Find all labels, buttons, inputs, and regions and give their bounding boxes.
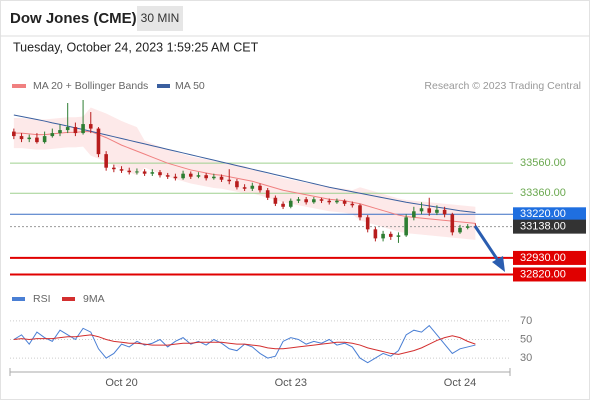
candle-body (296, 199, 301, 201)
candle-body (281, 203, 285, 207)
candle-body (358, 205, 362, 218)
candle-body (350, 203, 355, 206)
candle-body (58, 130, 62, 134)
level-label: 33360.00 (520, 187, 566, 199)
candle-body (465, 226, 470, 228)
candle-body (142, 171, 147, 174)
arrow-shaft (473, 225, 501, 263)
level-label-box (513, 219, 586, 234)
candle-body (335, 200, 339, 203)
candle-body (227, 179, 232, 182)
candle-body (188, 173, 193, 177)
candle-body (12, 131, 16, 137)
x-tick-label: Oct 23 (275, 377, 307, 389)
candle-body (396, 235, 401, 237)
candle-body (235, 181, 239, 188)
legend-swatch (12, 297, 25, 301)
forecast-arrow (473, 225, 505, 272)
arrow-head (492, 256, 505, 272)
candle-body (427, 208, 432, 213)
candle-body (127, 170, 132, 173)
candle-body (258, 185, 262, 191)
candle-body (19, 136, 24, 140)
candle-body (342, 200, 347, 204)
candle-body (273, 197, 278, 204)
candle-body (404, 217, 408, 236)
candle-body (119, 169, 124, 171)
timestamp: Tuesday, October 24, 2023 1:59:25 AM CET (13, 40, 259, 54)
candle-body (165, 175, 170, 177)
candle-body (65, 127, 70, 131)
candle-body (181, 173, 185, 179)
candle-body (365, 217, 370, 230)
legend-swatch (157, 84, 170, 88)
level-label: 33138.00 (520, 221, 566, 233)
candle-body (88, 124, 93, 129)
candle-body (219, 176, 224, 180)
candle-body (304, 199, 308, 203)
candle-body (50, 133, 55, 137)
legend-label: MA 20 + Bollinger Bands (33, 80, 148, 92)
candle-body (265, 190, 270, 198)
x-tick-label: Oct 24 (444, 377, 476, 389)
candle-body (73, 127, 78, 134)
candle-body (419, 208, 424, 212)
candle-body (27, 137, 32, 140)
level-label-box (513, 207, 586, 222)
candle-body (242, 187, 247, 189)
x-tick-label: Oct 20 (105, 377, 137, 389)
candle-body (458, 227, 462, 233)
level-label: 33220.00 (520, 208, 566, 220)
candle-body (288, 200, 293, 207)
legend-label: MA 50 (175, 80, 205, 92)
title: Dow Jones (CME) (10, 10, 137, 27)
level-label: 32930.00 (520, 252, 566, 264)
candle-body (150, 172, 155, 174)
candle-body (442, 209, 447, 215)
candle-body (250, 185, 255, 189)
level-label: 33560.00 (520, 157, 566, 169)
candle-body (81, 124, 85, 134)
candle-body (373, 229, 378, 239)
y-tick-label: 50 (520, 333, 532, 345)
y-tick-label: 70 (520, 315, 532, 327)
level-label-box (513, 250, 586, 265)
source: Research © 2023 Trading Central (424, 80, 581, 92)
candle-body (96, 128, 101, 155)
candle-body (173, 176, 178, 179)
interval-label[interactable]: 30 MIN (141, 11, 180, 25)
candle-body (196, 175, 201, 177)
candle-body (319, 199, 324, 201)
candle-body (135, 171, 139, 173)
legend-swatch (12, 84, 26, 88)
candle-body (158, 172, 162, 176)
candle-body (212, 176, 216, 179)
y-tick-label: 30 (520, 352, 532, 364)
candle-body (104, 154, 108, 168)
interval-button[interactable] (137, 6, 183, 31)
candle-body (204, 175, 208, 179)
level-label: 32820.00 (520, 268, 566, 280)
candle-body (312, 199, 316, 203)
indicator-line (13, 334, 476, 355)
candle-body (435, 209, 439, 213)
legend-label: RSI (33, 293, 51, 305)
candle-body (412, 211, 416, 218)
candle-body (327, 200, 332, 203)
candle-body (388, 233, 393, 237)
legend-label: 9MA (83, 293, 105, 305)
candle-body (42, 136, 47, 143)
level-label-box (513, 267, 586, 282)
candle-body (35, 137, 39, 143)
candle-body (381, 233, 385, 239)
legend-swatch (62, 297, 75, 301)
candle-body (450, 214, 455, 233)
candle-body (112, 167, 116, 170)
